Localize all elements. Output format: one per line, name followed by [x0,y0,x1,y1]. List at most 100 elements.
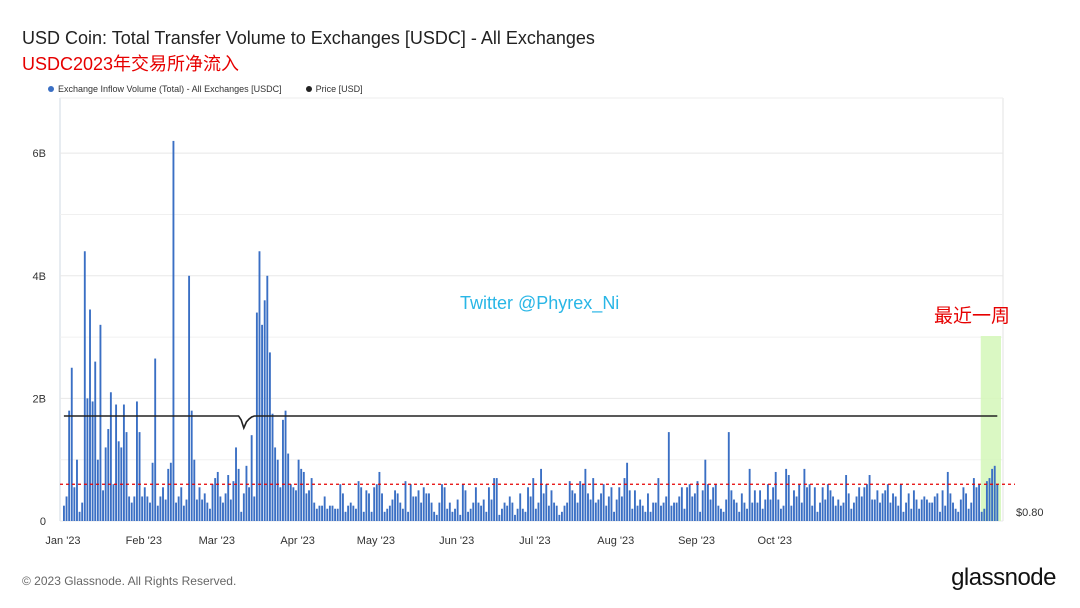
bar [706,484,709,521]
bar [845,475,848,521]
bar [839,505,842,521]
bar [693,493,696,521]
bar [972,478,975,521]
bar [902,511,905,521]
bar [461,484,464,521]
bar [725,499,728,521]
bar [925,499,928,521]
bar [931,502,934,521]
x-tick-label: Aug '23 [597,535,634,547]
bar [258,251,261,521]
x-tick-label: Oct '23 [758,535,793,547]
bar [209,508,211,521]
bar [388,505,391,521]
bar [991,468,994,521]
bar [584,468,587,521]
bar [740,493,743,521]
bar [892,493,894,521]
bar [774,471,777,521]
bar [722,511,725,521]
copyright-text: © 2023 Glassnode. All Rights Reserved. [22,574,237,588]
recent-week-highlight [980,336,1001,521]
bar [568,481,571,521]
bar [386,508,389,521]
bar [122,404,125,521]
bar [782,505,785,521]
bar [493,478,496,521]
bar [824,499,827,521]
bar [620,496,623,521]
bar [863,487,866,521]
bar [696,481,699,521]
bar [506,505,509,521]
bar [952,502,954,521]
bar [662,502,665,521]
bar [378,471,381,521]
bar [639,499,642,521]
bar [514,514,516,521]
bar [957,511,960,521]
legend-item-inflow[interactable]: Exchange Inflow Volume (Total) - All Exc… [48,84,282,94]
bar [881,493,884,521]
bar [216,471,219,521]
bar [550,490,553,521]
x-tick-label: May '23 [357,535,395,547]
bar [626,462,629,521]
bar [665,496,668,521]
bar [446,508,449,521]
bar [834,505,837,521]
bar [949,493,952,521]
bar [532,478,535,521]
bar [884,490,887,521]
bar [537,502,540,521]
bar [78,511,81,521]
bar [965,493,967,521]
legend-item-price[interactable]: Price [USD] [305,84,363,94]
bar [313,502,316,521]
bar [274,447,277,521]
bar [566,502,569,521]
bar [503,502,506,521]
bar [467,511,469,521]
bar [673,502,675,521]
bar [813,487,816,521]
bar [852,502,855,521]
bar [68,410,71,521]
bar [344,511,347,521]
bar [167,468,170,521]
bar [795,496,798,521]
bar [985,481,988,521]
bar [182,505,185,521]
bar [219,496,222,521]
bar [558,514,561,521]
bar [524,511,527,521]
bar [63,505,65,521]
bar [323,496,326,521]
bar [623,478,626,521]
bar [779,508,782,521]
bar [352,505,355,521]
chart-title: USD Coin: Total Transfer Volume to Excha… [22,28,595,48]
bar [428,493,430,521]
bar [336,508,339,521]
bar [190,410,193,521]
bar [574,493,576,521]
legend-dot-blue-icon [48,86,54,92]
bar [146,496,149,521]
bar [287,453,290,521]
bar [368,493,370,521]
bar [383,511,386,521]
bar [618,487,621,521]
bar [394,490,396,521]
bar [248,487,250,521]
x-tick-label: Apr '23 [280,535,315,547]
bar [920,499,923,521]
bar [417,490,420,521]
bar [615,499,618,521]
y-tick-label: 0 [40,516,46,528]
bar [138,432,141,521]
bar [472,502,475,521]
bar [81,502,84,521]
bar [305,493,308,521]
bar [542,493,545,521]
